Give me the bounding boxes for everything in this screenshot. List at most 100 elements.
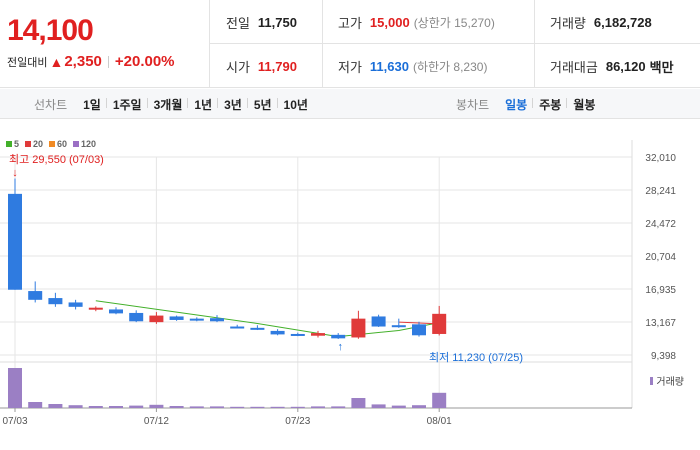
legend-ma20: 20 [25, 139, 43, 149]
stats-row-1: 전일 11,750 고가 15,000 (상한가 15,270) 거래량 6,1… [210, 0, 700, 44]
ma5-line [95, 300, 440, 338]
volume-bar [68, 405, 83, 408]
candle-up [311, 333, 325, 336]
period-3y-button[interactable]: 3년 [217, 96, 248, 113]
x-tick-label: 07/03 [2, 416, 27, 427]
volume-bar [371, 404, 386, 408]
low-label: 저가 [338, 59, 362, 75]
volume-bar [391, 405, 406, 408]
candle-down [68, 302, 83, 307]
candle-down [250, 327, 265, 330]
candle-down [210, 318, 224, 322]
candle-up [351, 318, 366, 338]
volume-bar [331, 406, 346, 408]
period-1d-button[interactable]: 1일 [83, 97, 101, 112]
open-value: 11,790 [257, 58, 297, 74]
legend-label: 20 [33, 139, 44, 149]
current-price: 14,100 [7, 14, 94, 47]
period-1y-button[interactable]: 1년 [187, 96, 218, 113]
legend-ma120: 120 [73, 139, 96, 149]
candle-chart-periods: 봉차트 일봉 주봉 월봉 [456, 89, 601, 119]
up-triangle-icon: ▲ [49, 53, 64, 70]
low-stat: 저가 11,630 (하한가 8,230) [338, 44, 487, 88]
current-price-box: 14,100 전일대비 ▲ 2,350 +20.00% [0, 0, 210, 88]
volume-bar [28, 402, 43, 408]
high-value: 15,000 [369, 14, 410, 30]
trade-value-unit: 백만 [649, 59, 674, 75]
candle-up [88, 307, 103, 310]
price-summary: 14,100 전일대비 ▲ 2,350 +20.00% 전일 11,750 고가… [0, 0, 700, 88]
high-stat: 고가 15,000 (상한가 15,270) [338, 0, 495, 44]
candlestick-chart[interactable]: 32,010 28,241 24,472 20,704 16,935 13,167 9,39… [0, 120, 700, 450]
y-tick-label: 13,167 [645, 318, 676, 329]
x-tick-label: 07/23 [285, 416, 310, 427]
candle-down [8, 193, 22, 290]
monthly-candle-button[interactable]: 월봉 [566, 96, 601, 113]
price-stats: 전일 11,750 고가 15,000 (상한가 15,270) 거래량 6,1… [210, 0, 700, 88]
period-1w-button[interactable]: 1주일 [105, 96, 148, 113]
y-tick-label: 9,398 [651, 351, 676, 362]
period-10y-button[interactable]: 10년 [276, 96, 314, 113]
volume-bar [169, 406, 184, 408]
high-annotation: 최고 29,550 (07/03) [9, 153, 104, 166]
legend-swatch [25, 141, 32, 147]
high-label: 고가 [338, 15, 362, 31]
candle-down [109, 309, 123, 314]
legend-swatch [73, 141, 80, 147]
open-label: 시가 [226, 59, 250, 75]
chart-toolbar: 선차트 1일 1주일 3개월 1년 3년 5년 10년 봉차트 일봉 주봉 월봉 [0, 89, 700, 119]
volume-label: 거래량 [550, 15, 586, 31]
volume-bar [8, 368, 22, 408]
volume-value: 6,182,728 [593, 14, 652, 30]
period-5y-button[interactable]: 5년 [246, 96, 278, 113]
line-chart-periods: 선차트 1일 1주일 3개월 1년 3년 5년 10년 [34, 89, 314, 119]
x-tick-label: 08/01 [427, 416, 452, 427]
candle-down [412, 324, 426, 336]
volume-bar [48, 404, 63, 408]
change-amount: 2,350 [64, 53, 102, 70]
candle-down [48, 298, 63, 305]
candle-down [290, 333, 305, 336]
upper-limit: (상한가 15,270) [413, 15, 495, 30]
change-label: 전일대비 [7, 56, 48, 69]
volume-bar [230, 406, 245, 408]
x-tick-label: 07/12 [144, 416, 169, 427]
prev-close-value: 11,750 [257, 14, 297, 30]
y-tick-label: 32,010 [645, 153, 676, 164]
volume-bar [149, 404, 164, 408]
volume-bar [189, 406, 204, 408]
divider [322, 0, 323, 88]
volume-legend: 거래량 [650, 373, 684, 388]
volume-bar [311, 406, 325, 408]
daily-candle-button[interactable]: 일봉 [505, 97, 528, 112]
legend-ma5: 5 [6, 139, 19, 149]
prev-close-stat: 전일 11,750 [226, 0, 297, 44]
weekly-candle-button[interactable]: 주봉 [532, 96, 567, 113]
price-change-row: 전일대비 ▲ 2,350 +20.00% [7, 53, 175, 70]
low-annotation: 최저 11,230 (07/25) [429, 351, 523, 364]
legend-label: 120 [81, 139, 97, 149]
candle-down [28, 291, 43, 300]
y-tick-label: 28,241 [645, 186, 676, 197]
candle-down [189, 318, 204, 321]
volume-bar [290, 406, 305, 408]
lower-limit: (하한가 8,230) [412, 59, 488, 74]
legend-swatch [650, 376, 654, 385]
trade-value-value: 86,120 [605, 58, 646, 74]
prev-close-label: 전일 [226, 15, 250, 31]
down-arrow-icon: ↓ [12, 167, 18, 179]
volume-bar [432, 392, 447, 408]
open-stat: 시가 11,790 [226, 44, 297, 88]
trade-value-stat: 거래대금 86,120 백만 [550, 44, 674, 88]
legend-label: 5 [14, 139, 20, 149]
moving-average-legend: 5 20 60 120 [6, 139, 102, 149]
volume-bar [88, 406, 103, 408]
period-3m-button[interactable]: 3개월 [146, 96, 189, 113]
volume-bar [412, 405, 426, 408]
legend-swatch [6, 141, 12, 147]
change-percent: +20.00% [114, 53, 175, 70]
volume-legend-label: 거래량 [656, 377, 684, 388]
trade-value-label: 거래대금 [550, 59, 598, 75]
candle-up [149, 315, 164, 323]
candle-chart-title: 봉차트 [456, 97, 490, 112]
